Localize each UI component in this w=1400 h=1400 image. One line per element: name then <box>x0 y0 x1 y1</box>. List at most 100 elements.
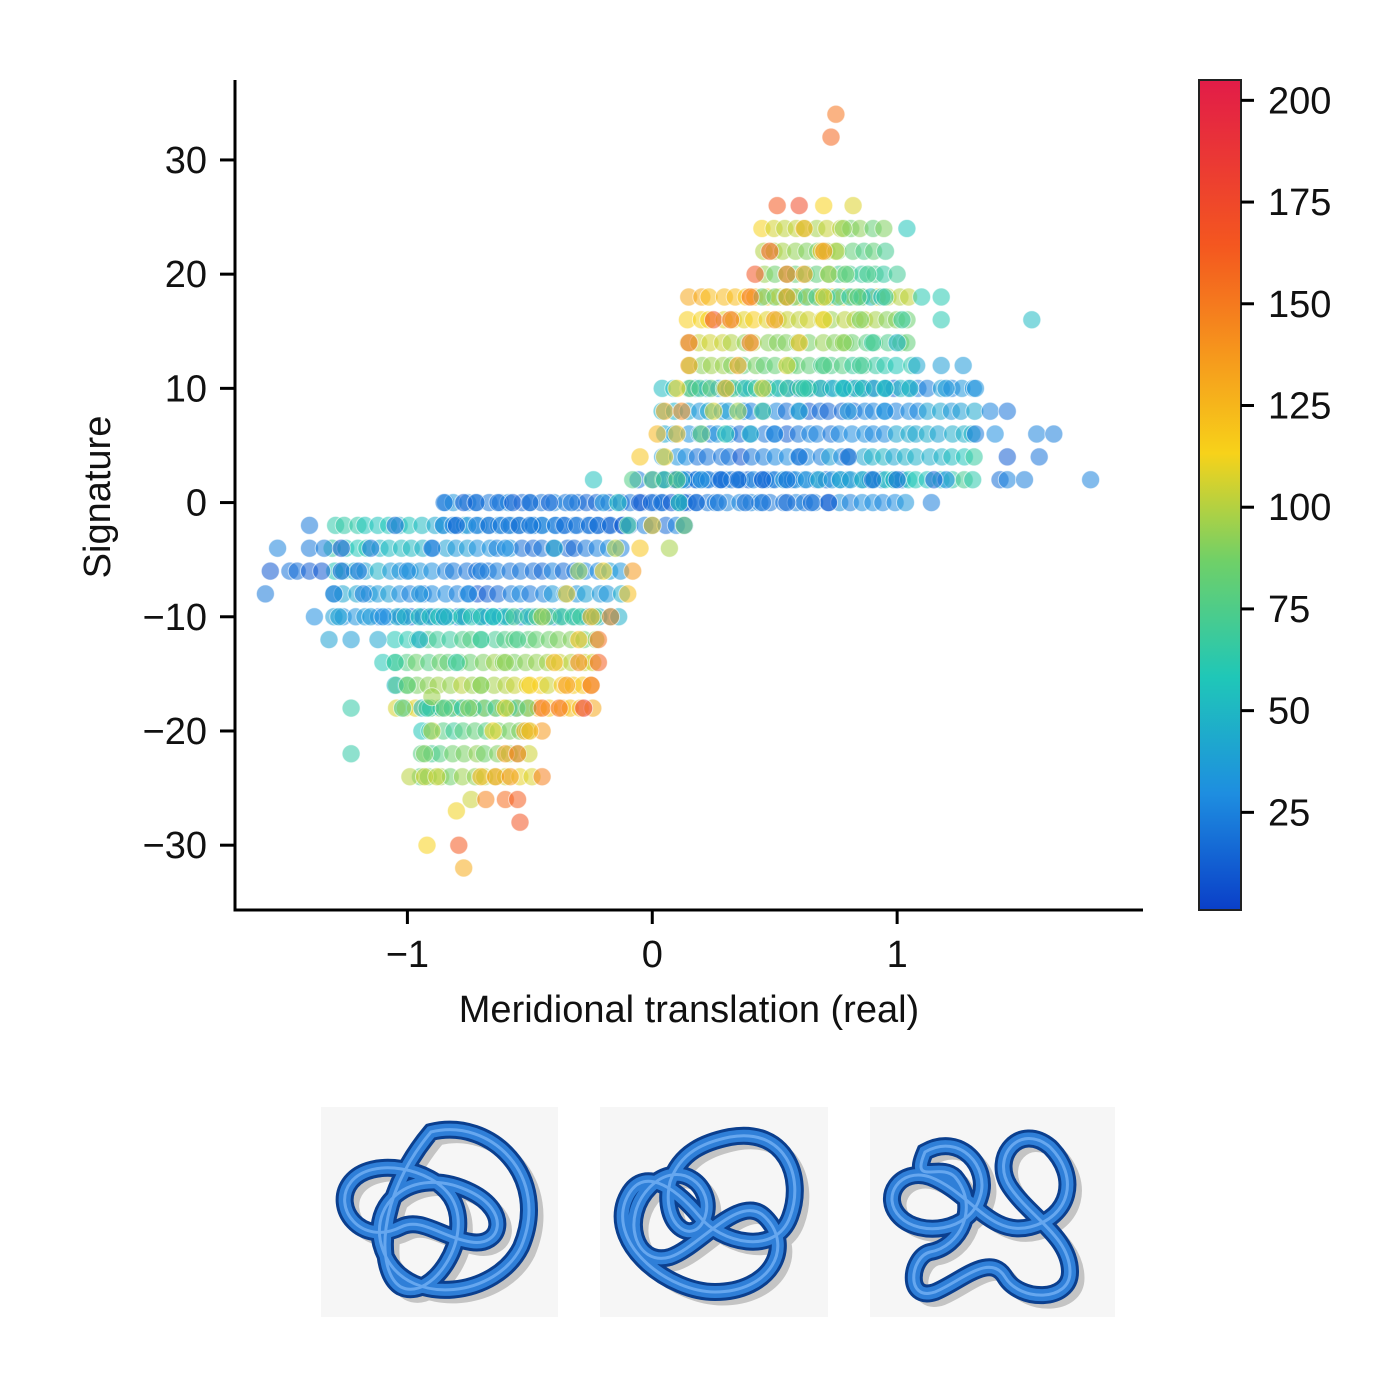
scatter-point-884 <box>520 721 540 741</box>
scatter-point-684 <box>341 698 361 718</box>
scatter-point-797 <box>863 333 883 353</box>
scatter-point-772 <box>740 287 760 307</box>
knot-3-image <box>883 1129 1085 1309</box>
scatter-point-753 <box>819 493 839 513</box>
scatter-point-427 <box>964 447 984 467</box>
scatter-point-738 <box>539 493 559 513</box>
scatter-point-687 <box>348 561 368 581</box>
scatter-point-729 <box>642 515 662 535</box>
scatter-point-809 <box>1044 424 1064 444</box>
scatter-point-889 <box>532 767 552 787</box>
scatter-point-682 <box>319 630 339 650</box>
scatter-point-813 <box>997 470 1017 490</box>
scatter-point-727 <box>623 561 643 581</box>
x-tick-label: −1 <box>386 934 429 976</box>
scatter-point-787 <box>858 264 878 284</box>
scatter-point-829 <box>753 401 772 421</box>
scatter-point-722 <box>588 653 608 672</box>
knot-2-image <box>613 1126 810 1306</box>
scatter-point-887 <box>373 607 393 627</box>
scatter-point-800 <box>953 356 973 375</box>
scatter-point-773 <box>745 264 765 284</box>
knot-panel-3 <box>870 1107 1115 1317</box>
scatter-point-796 <box>887 333 907 353</box>
scatter-point-807 <box>1022 310 1042 330</box>
scatter-point-833 <box>716 378 736 398</box>
scatter-point-798 <box>907 356 927 375</box>
scatter-point-726 <box>618 584 638 604</box>
colorbar: 25 50 75 100 125 150 175 200 <box>1198 79 1331 911</box>
scatter-point-705 <box>454 858 474 878</box>
scatter-point-700 <box>422 721 442 741</box>
scatter-point-742 <box>608 493 628 513</box>
scatter-point-870 <box>508 630 528 650</box>
scatter-point-719 <box>549 698 569 718</box>
scatter-point-840 <box>814 356 834 375</box>
colorbar-tick-label: 100 <box>1268 487 1331 529</box>
scatter-point-794 <box>931 287 951 307</box>
scatter-point-859 <box>495 538 515 558</box>
scatter-point-792 <box>892 310 912 330</box>
y-tick-label: −30 <box>143 825 207 867</box>
scatter-point-715 <box>508 744 528 764</box>
scatter-point-875 <box>446 653 466 672</box>
scatter-point-832 <box>875 401 895 421</box>
scatter-point-821 <box>838 447 858 467</box>
scatter-point-853 <box>361 538 381 558</box>
scatter-point-768 <box>679 356 699 375</box>
scatter-point-850 <box>777 264 797 284</box>
colorbar-tick-label: 50 <box>1268 691 1310 733</box>
scatter-point-765 <box>655 401 674 421</box>
scatter-point-849 <box>814 287 834 307</box>
scatter-point-848 <box>777 287 797 307</box>
scatter-point-694 <box>393 698 412 718</box>
scatter-point-675 <box>304 607 324 627</box>
knot-1-image <box>335 1120 544 1304</box>
scatter-point-718 <box>532 698 552 718</box>
knot-panel-1 <box>321 1107 558 1317</box>
scatter-point-769 <box>679 333 699 353</box>
scatter-point-888 <box>557 675 577 695</box>
scatter-point-861 <box>544 538 564 558</box>
scatter-point-764 <box>667 424 687 444</box>
scatter-point-706 <box>446 801 466 821</box>
scatter-point-749 <box>711 470 731 490</box>
scatter-point-699 <box>415 744 434 764</box>
scatter-point-839 <box>777 356 797 375</box>
scatter-point-862 <box>569 561 589 581</box>
colorbar-tick-label: 25 <box>1268 792 1310 834</box>
colorbar-tick-label: 150 <box>1268 284 1331 326</box>
scatter-point-822 <box>789 447 809 467</box>
scatter-point-876 <box>471 630 491 650</box>
scatter-point-703 <box>417 835 437 855</box>
scatter-point-778 <box>843 196 863 216</box>
scatter-point-702 <box>422 687 442 707</box>
colorbar-tick-label: 125 <box>1268 385 1331 427</box>
scatter-point-815 <box>1081 470 1101 490</box>
scatter-point-819 <box>887 470 907 490</box>
scatter-point-827 <box>704 401 723 421</box>
scatter-point-668 <box>255 584 275 604</box>
scatter-point-852 <box>814 241 834 261</box>
scatter-point-784 <box>833 219 853 238</box>
scatter-point-724 <box>588 630 608 650</box>
scatter-point-843 <box>789 333 809 353</box>
scatter-point-686 <box>341 630 361 650</box>
scatter-point-858 <box>471 561 491 581</box>
scatter-point-755 <box>777 493 797 513</box>
scatter-point-670 <box>268 538 288 558</box>
scatter-point-720 <box>574 698 594 718</box>
scatter-point-836 <box>833 378 853 398</box>
scatter-point-869 <box>483 607 503 627</box>
scatter-point-865 <box>618 515 638 535</box>
scatter-point-791 <box>897 219 917 238</box>
scatter-point-723 <box>569 653 589 672</box>
scatter-point-728 <box>630 538 650 558</box>
y-tick-label: 30 <box>165 140 207 182</box>
scatter-point-826 <box>691 424 711 444</box>
scatter-point-781 <box>794 219 814 238</box>
scatter-point-756 <box>753 493 772 513</box>
scatter-point-786 <box>836 264 856 284</box>
scatter-point-677 <box>312 561 332 581</box>
